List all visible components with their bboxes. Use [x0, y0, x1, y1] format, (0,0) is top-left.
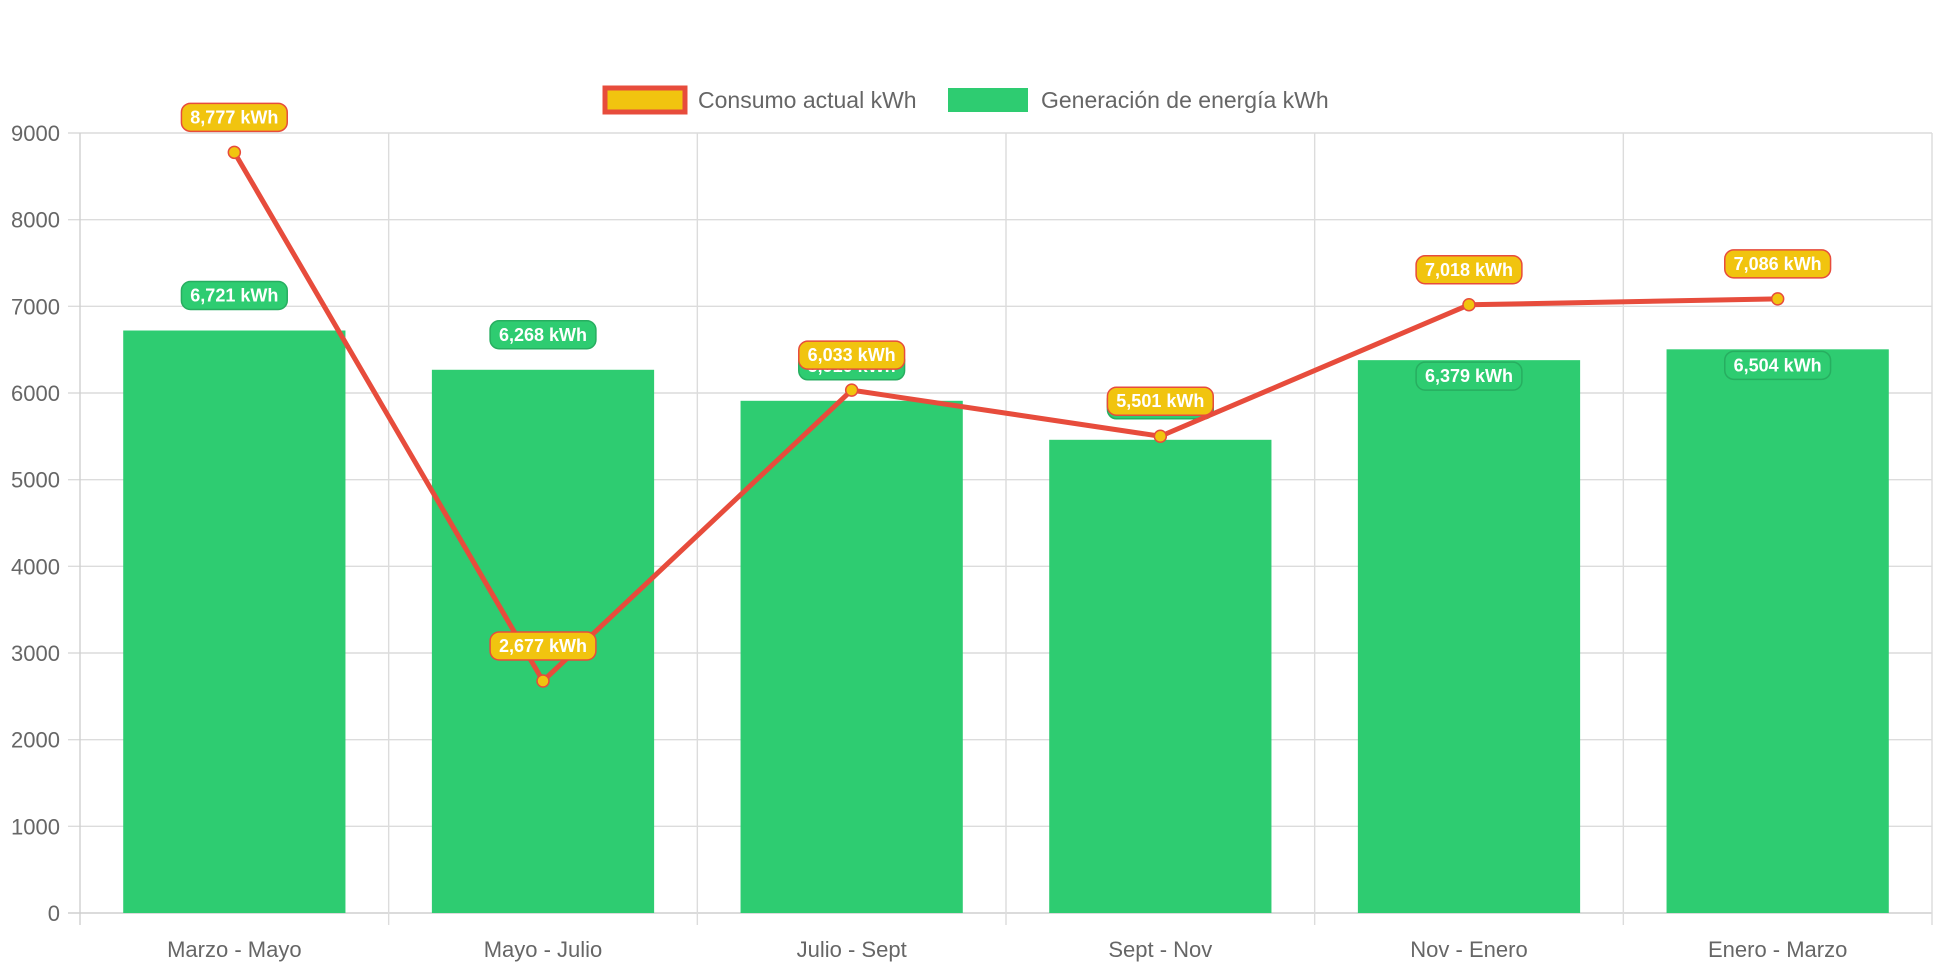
axis-layer: 0 1000 2000 3000 4000 5000 6000 7000 8000 9000 Mar… [11, 121, 1847, 962]
point-consumo[interactable] [227, 145, 242, 160]
y-tick-label: 7000 [11, 294, 60, 319]
y-tick-label: 0 [48, 901, 60, 926]
point-consumo[interactable] [1462, 298, 1476, 312]
x-tick-label: Enero - Marzo [1708, 937, 1847, 962]
bar-value-label-text: 6,379 kWh [1425, 366, 1513, 386]
bar-value-label-bg [180, 280, 288, 311]
line-value-label: 7,018 kWh [1415, 255, 1523, 285]
bar-generacion[interactable] [123, 330, 346, 914]
line-value-label: 7,086 kWh [1724, 249, 1832, 279]
bar-generacion[interactable] [1049, 439, 1272, 913]
line-value-label-text: 7,018 kWh [1425, 260, 1513, 280]
line-value-label: 6,033 kWh [798, 340, 906, 370]
y-tick-label: 6000 [11, 381, 60, 406]
line-value-label-bg [1106, 386, 1214, 416]
line-value-label-text: 5,501 kWh [1116, 391, 1204, 411]
x-tick-label: Sept - Nov [1108, 937, 1212, 962]
line-consumo[interactable] [232, 151, 1778, 684]
x-tick-label: Julio - Sept [797, 937, 907, 962]
bar-value-label-bg [1724, 350, 1832, 381]
line-value-label-text: 2,677 kWh [499, 636, 587, 656]
y-tick-label: 5000 [11, 468, 60, 493]
grid-layer [68, 132, 1933, 925]
legend-label-consumo[interactable]: Consumo actual kWh [698, 87, 917, 113]
line-layer [227, 145, 1785, 688]
y-tick-label: 8000 [11, 208, 60, 233]
bar-generacion[interactable] [1666, 349, 1889, 913]
legend-swatch-generacion[interactable] [948, 88, 1028, 112]
bar-generacion[interactable] [740, 400, 963, 913]
line-value-label: 8,777 kWh [180, 102, 288, 133]
line-value-label-text: 7,086 kWh [1734, 254, 1822, 274]
bar-value-label-bg [1415, 361, 1523, 391]
y-tick-label: 4000 [11, 554, 60, 579]
point-consumo[interactable] [1770, 292, 1785, 306]
bar-generacion[interactable] [1357, 360, 1581, 913]
point-consumo[interactable] [844, 383, 859, 397]
line-value-label-bg [1415, 255, 1523, 285]
point-consumo[interactable] [536, 674, 550, 688]
bar-value-label-text: 6,504 kWh [1734, 355, 1822, 375]
y-tick-label: 9000 [11, 121, 60, 146]
legend-label-generacion[interactable]: Generación de energía kWh [1041, 87, 1329, 113]
line-value-label-text: 6,033 kWh [808, 345, 896, 365]
bar-value-label: 6,379 kWh [1415, 361, 1523, 391]
legend-swatch-consumo[interactable] [602, 85, 688, 115]
bar-value-label: 6,268 kWh [489, 320, 597, 350]
x-tick-label: Marzo - Mayo [167, 937, 301, 962]
bar-value-label: 6,504 kWh [1724, 350, 1832, 381]
bar-value-label-bg [489, 320, 597, 350]
line-value-label-bg [180, 102, 288, 133]
line-value-label: 5,501 kWh [1106, 386, 1214, 416]
x-tick-label: Mayo - Julio [484, 937, 603, 962]
bar-layer [123, 330, 1889, 914]
line-label-layer: 8,777 kWh 2,677 kWh 6,033 kWh 5,501 kWh 7,01… [180, 102, 1832, 661]
bar-value-label-text: 6,268 kWh [499, 325, 587, 345]
bar-value-label: 6,721 kWh [180, 280, 288, 311]
line-value-label-bg [1724, 249, 1832, 279]
point-consumo[interactable] [1153, 429, 1168, 443]
y-tick-label: 1000 [11, 814, 60, 839]
legend: Consumo actual kWh Generación de energía… [602, 85, 1329, 115]
bar-value-label-text: 6,721 kWh [190, 286, 278, 306]
line-value-label-bg [489, 631, 597, 661]
line-value-label: 2,677 kWh [489, 631, 597, 661]
line-value-label-text: 8,777 kWh [190, 107, 278, 127]
x-tick-label: Nov - Enero [1410, 937, 1527, 962]
y-tick-label: 3000 [11, 641, 60, 666]
line-value-label-bg [798, 340, 906, 370]
y-tick-label: 2000 [11, 728, 60, 753]
